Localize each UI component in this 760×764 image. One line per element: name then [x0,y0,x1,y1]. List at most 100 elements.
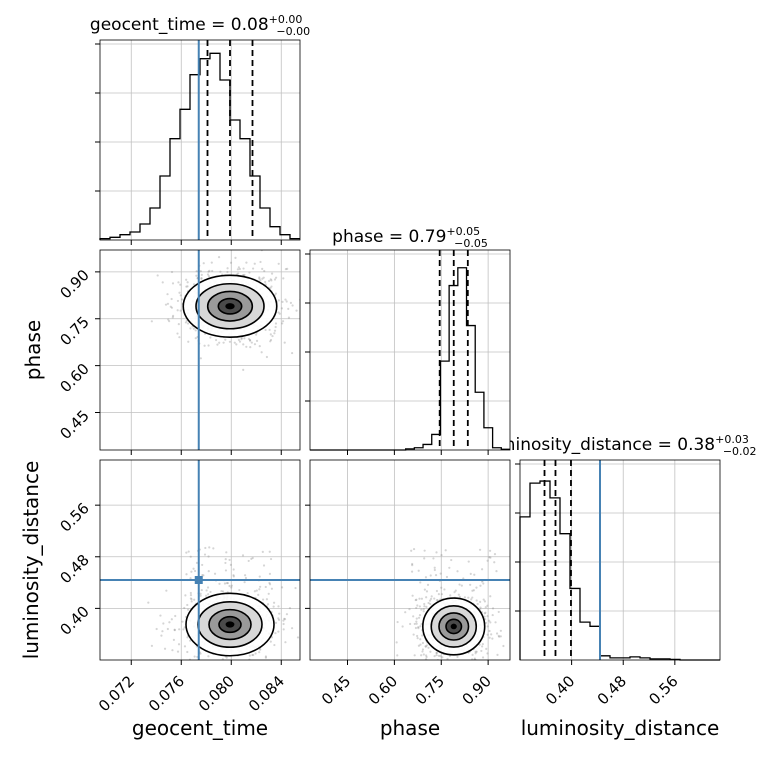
sample-point [435,651,438,655]
sample-point [291,304,294,307]
sample-point [277,262,280,265]
sample-point [190,570,193,573]
sample-point [227,669,229,671]
sample-point [427,601,430,605]
sample-point [440,593,444,596]
sample-point [476,602,479,606]
sample-point [457,593,460,596]
sample-point [420,597,424,600]
sample-point [401,625,404,628]
sample-point [260,351,263,354]
xtick-label-phase: 0.60 [365,672,401,708]
sample-point [261,267,264,270]
sample-point [168,621,171,624]
sample-point [229,563,232,566]
sample-point [283,341,286,344]
sample-point [456,668,458,670]
sample-point [183,606,186,610]
sample-point [248,271,251,274]
sample-point [443,588,446,591]
sample-point [446,657,449,660]
sample-point [467,560,470,563]
sample-point [261,550,264,553]
sample-point [182,628,185,631]
sample-point [205,594,208,597]
sample-point [193,598,196,601]
sample-point [207,555,210,558]
sample-point [419,638,422,641]
sample-point [186,650,189,654]
sample-point [246,591,249,595]
sample-point [190,598,193,601]
hist-phase-background [310,250,510,450]
pair-phase-vs-luminosity-distance-panel [310,460,510,670]
sample-point [264,585,267,589]
sample-point [198,679,200,681]
sample-point [218,582,221,585]
sample-point [412,615,415,618]
sample-point [176,661,178,663]
sample-point [174,614,177,618]
sample-point [259,279,262,282]
sample-point [199,594,202,597]
sample-point [479,664,481,666]
sample-point [237,266,240,269]
sample-point [486,633,489,636]
sample-point [253,343,257,346]
sample-point [481,656,485,659]
density-contour [225,621,235,628]
sample-point [435,653,438,657]
sample-point [183,626,186,629]
pair-phase-vs-luminosity-distance-plot-area [310,547,510,670]
sample-point [482,582,485,585]
sample-point [481,642,484,646]
sample-point [428,599,432,602]
sample-point [488,629,491,633]
sample-point [270,587,273,590]
sample-point [488,619,491,622]
sample-point [481,568,484,571]
sample-point [489,556,492,559]
sample-point [232,575,235,578]
sample-point [456,655,459,659]
sample-point [207,275,211,278]
sample-point [262,564,266,567]
sample-point [236,272,240,275]
sample-point [168,320,171,323]
sample-point [268,328,271,331]
ylabel-phase: phase [21,320,45,380]
sample-point [429,602,432,606]
sample-point [435,589,439,593]
sample-point [462,577,465,580]
sample-point [242,343,245,346]
sample-point [230,584,233,587]
sample-point [441,656,444,659]
hist-luminosity-distance-frame [519,459,721,661]
sample-point [502,644,505,648]
sample-point [425,605,428,608]
hist-phase-frame [309,249,511,451]
sample-point [187,550,190,553]
sample-point [418,597,421,600]
sample-point [189,577,192,580]
sample-point [284,298,287,301]
xlabel-phase: phase [380,716,440,740]
sample-point [413,654,416,657]
sample-point [491,637,494,640]
sample-point [437,593,440,596]
sample-point [226,267,229,270]
xlabel-luminosity-distance: luminosity_distance [521,716,720,740]
xtick-label-luminosity-distance: 0.56 [645,672,681,708]
sample-point [186,322,190,325]
sample-point [200,273,203,276]
sample-point [243,337,246,340]
sample-point [185,278,188,281]
sample-point [484,611,487,614]
sample-point [218,341,221,344]
ytick-label-phase: 0.45 [56,407,92,443]
sample-point [255,589,258,592]
sample-point [423,605,426,608]
sample-point [483,600,486,603]
sample-point [207,663,209,665]
